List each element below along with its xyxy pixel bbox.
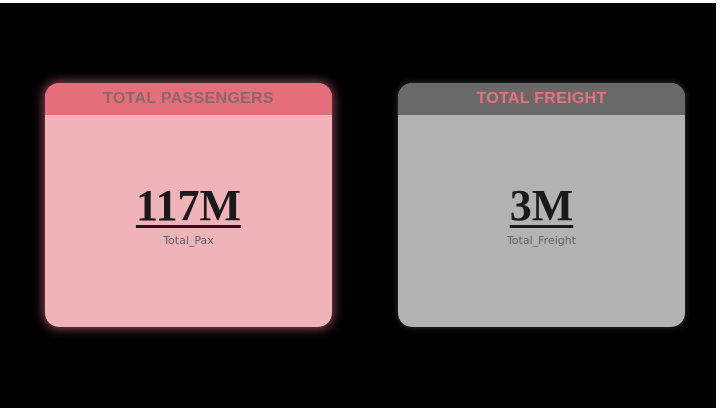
total-freight-card[interactable]: TOTAL FREIGHT 3M Total_Freight	[398, 83, 685, 327]
kpi-label: Total_Pax	[163, 233, 214, 247]
card-body: 3M Total_Freight	[398, 115, 685, 327]
dashboard-canvas: TOTAL PASSENGERS 117M Total_Pax TOTAL FR…	[0, 3, 716, 408]
card-body: 117M Total_Pax	[45, 115, 332, 327]
kpi-label: Total_Freight	[506, 233, 577, 247]
card-title: TOTAL PASSENGERS	[45, 83, 332, 115]
card-title: TOTAL FREIGHT	[398, 83, 685, 115]
kpi-value: 117M	[135, 180, 242, 230]
total-passengers-card[interactable]: TOTAL PASSENGERS 117M Total_Pax	[45, 83, 332, 327]
kpi-value: 3M	[509, 180, 574, 230]
